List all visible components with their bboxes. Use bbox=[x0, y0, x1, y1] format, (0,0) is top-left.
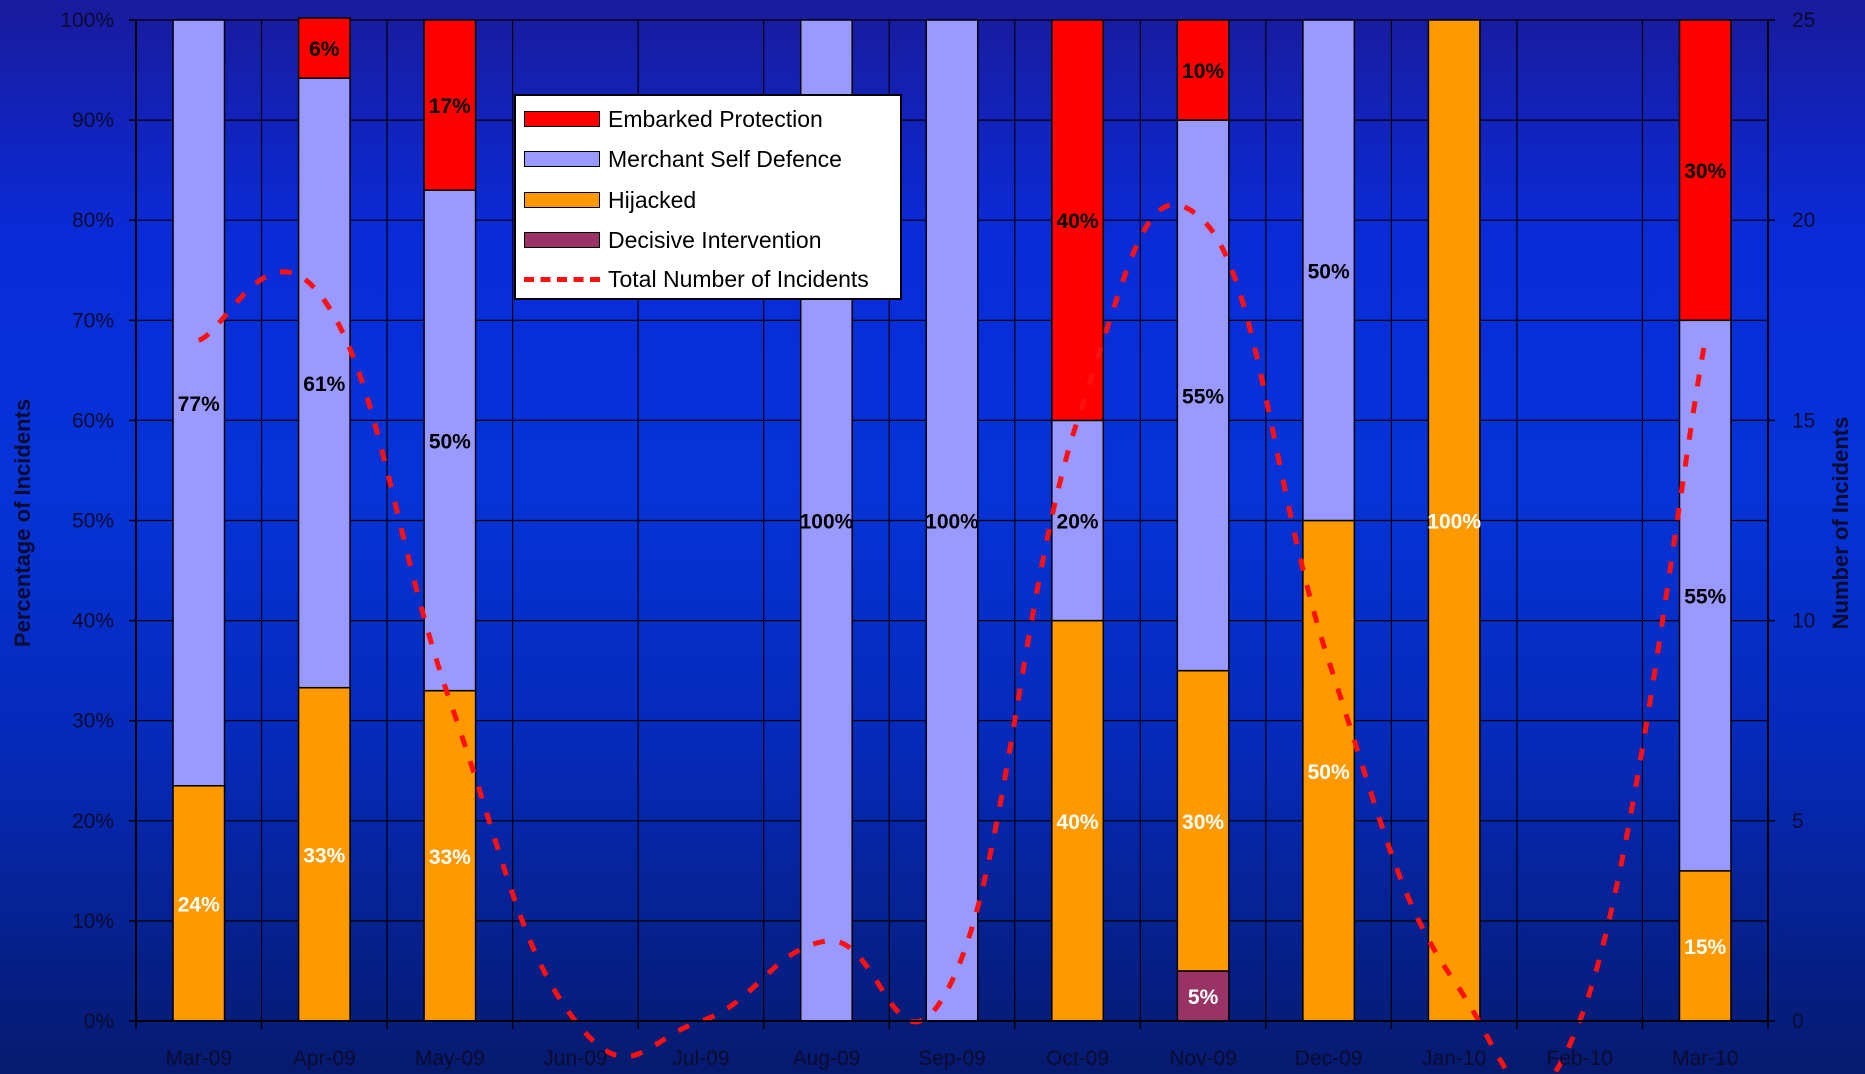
bar-value-label: 61% bbox=[303, 373, 345, 396]
x-tick-label: Dec-09 bbox=[1295, 1047, 1363, 1070]
y2-tick-label: 5 bbox=[1792, 810, 1804, 833]
bar-labels: 24% 77% 33% 61% 6% 33% 50% 17% 100% 100% 40% 20% 40%… bbox=[178, 38, 1727, 1009]
x-tick-label: Jun-09 bbox=[543, 1047, 607, 1070]
bar-value-label: 5% bbox=[1188, 986, 1219, 1009]
bar-merchant-self-defence bbox=[1051, 419, 1105, 622]
legend-item-hijacked: Hijacked bbox=[524, 182, 696, 218]
y-tick-label: 60% bbox=[72, 409, 114, 432]
bar-merchant-self-defence bbox=[1302, 19, 1356, 522]
bar-merchant-self-defence bbox=[1176, 119, 1230, 672]
bar-value-label: 50% bbox=[1308, 260, 1350, 283]
bar-hijacked bbox=[1678, 870, 1732, 1022]
y-tick-label: 50% bbox=[72, 510, 114, 533]
bar-decisive-intervention bbox=[1176, 970, 1230, 1022]
x-tick-label: Jul-09 bbox=[672, 1047, 729, 1070]
legend-label: Total Number of Incidents bbox=[608, 265, 869, 292]
bar-value-label: 50% bbox=[1308, 761, 1350, 784]
legend-swatch-embarked-protection bbox=[524, 111, 600, 127]
y-tick-label: 100% bbox=[60, 9, 114, 32]
legend-swatch-decisive-intervention bbox=[524, 232, 600, 248]
bar-value-label: 50% bbox=[429, 430, 471, 453]
bar-value-label: 15% bbox=[1684, 936, 1726, 959]
bars bbox=[172, 17, 1732, 1022]
y2-tick-label: 20 bbox=[1792, 209, 1815, 232]
bar-embarked-protection bbox=[1051, 19, 1105, 422]
x-tick-label: Oct-09 bbox=[1046, 1047, 1109, 1070]
legend: Embarked Protection Merchant Self Defenc… bbox=[514, 94, 902, 300]
axes bbox=[129, 19, 1775, 1029]
bar-value-label: 24% bbox=[178, 893, 220, 916]
legend-swatch-total-incidents bbox=[524, 276, 600, 282]
bar-value-label: 77% bbox=[178, 393, 220, 416]
y2-axis-title: Number of Incidents bbox=[1828, 417, 1853, 630]
bar-value-label: 6% bbox=[309, 38, 340, 61]
x-tick-label: Mar-10 bbox=[1672, 1047, 1739, 1070]
x-tick-label: Aug-09 bbox=[793, 1047, 861, 1070]
bar-merchant-self-defence bbox=[1678, 319, 1732, 872]
y-tick-label: 0% bbox=[84, 1010, 114, 1033]
tick-labels: 0% 10% 20% 30% 40% 50% 60% 70% 80% 90% 100% 0 5 10 15 2… bbox=[60, 9, 1815, 1070]
bar-value-label: 100% bbox=[800, 511, 854, 534]
bar-merchant-self-defence bbox=[172, 19, 226, 787]
legend-item-decisive-intervention: Decisive Intervention bbox=[524, 222, 822, 258]
y-tick-label: 90% bbox=[72, 109, 114, 132]
bar-value-label: 30% bbox=[1684, 160, 1726, 183]
legend-label: Decisive Intervention bbox=[608, 226, 822, 253]
x-tick-label: Jan-10 bbox=[1422, 1047, 1486, 1070]
legend-swatch-hijacked bbox=[524, 192, 600, 208]
bar-value-label: 55% bbox=[1182, 385, 1224, 408]
x-tick-label: May-09 bbox=[415, 1047, 485, 1070]
bar-embarked-protection bbox=[423, 19, 477, 191]
legend-label: Hijacked bbox=[608, 186, 697, 213]
y-tick-label: 70% bbox=[72, 309, 114, 332]
trend-line-path bbox=[197, 202, 1708, 1074]
legend-item-embarked-protection: Embarked Protection bbox=[524, 101, 823, 137]
y-tick-label: 10% bbox=[72, 910, 114, 933]
bar-value-label: 100% bbox=[1427, 511, 1481, 534]
y-tick-label: 40% bbox=[72, 610, 114, 633]
bar-embarked-protection bbox=[297, 17, 351, 79]
y-tick-label: 30% bbox=[72, 710, 114, 733]
bar-value-label: 20% bbox=[1057, 511, 1099, 534]
bar-value-label: 10% bbox=[1182, 60, 1224, 83]
bar-embarked-protection bbox=[1678, 19, 1732, 322]
trend-line bbox=[197, 202, 1708, 1074]
y2-tick-label: 0 bbox=[1792, 1010, 1804, 1033]
legend-item-total-incidents: Total Number of Incidents bbox=[524, 261, 869, 297]
bar-value-label: 33% bbox=[429, 846, 471, 869]
x-tick-label: Sep-09 bbox=[918, 1047, 986, 1070]
bar-hijacked bbox=[1427, 19, 1481, 1022]
x-tick-label: Feb-10 bbox=[1546, 1047, 1613, 1070]
y2-tick-label: 25 bbox=[1792, 9, 1815, 32]
bar-value-label: 55% bbox=[1684, 586, 1726, 609]
bar-merchant-self-defence bbox=[423, 189, 477, 692]
bar-merchant-self-defence bbox=[297, 77, 351, 689]
x-tick-label: Nov-09 bbox=[1169, 1047, 1237, 1070]
y-tick-label: 20% bbox=[72, 810, 114, 833]
legend-label: Merchant Self Defence bbox=[608, 145, 842, 172]
legend-swatch-merchant-self-defence bbox=[524, 151, 600, 167]
bar-value-label: 33% bbox=[303, 844, 345, 867]
bar-hijacked bbox=[1176, 669, 1230, 972]
legend-item-merchant-self-defence: Merchant Self Defence bbox=[524, 141, 842, 177]
x-tick-label: Apr-09 bbox=[293, 1047, 356, 1070]
y-axis-title: Percentage of Incidents bbox=[10, 399, 35, 647]
bar-value-label: 17% bbox=[429, 95, 471, 118]
x-tick-label: Mar-09 bbox=[166, 1047, 233, 1070]
legend-label: Embarked Protection bbox=[608, 105, 823, 132]
bar-value-label: 100% bbox=[925, 511, 979, 534]
bar-value-label: 30% bbox=[1182, 811, 1224, 834]
bar-embarked-protection bbox=[1176, 19, 1230, 121]
bar-value-label: 40% bbox=[1057, 210, 1099, 233]
y2-tick-label: 10 bbox=[1792, 610, 1815, 633]
y2-tick-label: 15 bbox=[1792, 409, 1815, 432]
bar-value-label: 40% bbox=[1057, 811, 1099, 834]
y-tick-label: 80% bbox=[72, 209, 114, 232]
